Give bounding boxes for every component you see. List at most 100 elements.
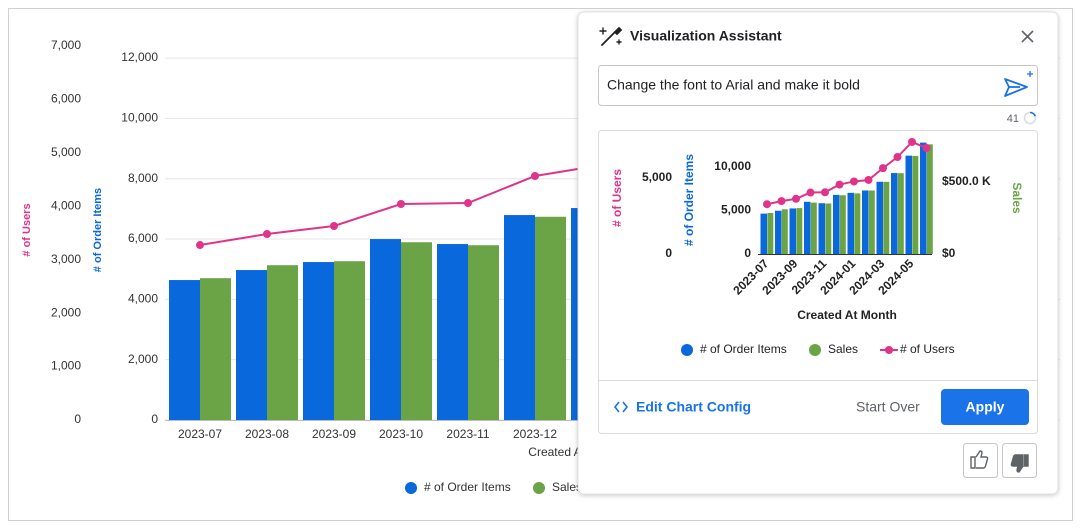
point [806,188,815,197]
point [821,188,829,197]
x-tick-label: 2023-09 [312,427,356,441]
bar [862,190,869,254]
thumbs-down-icon [1010,454,1029,473]
point [879,164,887,173]
point [908,137,916,146]
bar [839,195,846,254]
point [531,171,539,180]
point [922,144,931,153]
y2-tick-label: $0 [942,246,956,260]
legend-label: Sales [552,480,582,494]
point [835,180,844,189]
y-axis-title: # of Order Items [682,154,696,246]
send-button[interactable] [1004,71,1033,97]
y3-tick-label: 0 [665,246,672,260]
y3-axis-title: # of Users [21,203,33,256]
bar [833,194,840,254]
x-axis-title: Created At Month [797,308,897,322]
point [850,177,858,186]
point [864,175,873,184]
legend-swatch [533,482,545,494]
bar [535,216,566,420]
bar [303,262,334,420]
point [330,222,338,231]
start-over-button[interactable]: Start Over [856,399,920,415]
x-tick-label: 2023-12 [513,427,557,441]
bar [926,144,933,254]
apply-label: Apply [966,399,1005,415]
legend-swatch [681,344,693,356]
y3-tick-label: 2,000 [51,305,81,319]
y3-tick-label: 4,000 [51,198,81,212]
y3-tick-label: 5,000 [642,170,672,184]
y-tick-label: 4,000 [128,292,158,306]
bar [401,242,432,420]
y3-tick-label: 5,000 [51,145,81,159]
y-tick-label: 2,000 [128,352,158,366]
legend-label: # of Users [900,342,955,356]
bar [468,245,499,420]
apply-button[interactable] [941,389,1029,425]
point [464,199,472,208]
y-axis-title: # of Order Items [92,188,104,272]
y-tick-label: 12,000 [121,50,158,64]
bar [370,239,401,420]
bar [169,280,200,420]
bar [334,261,365,420]
bar [781,209,788,254]
bar [504,215,535,420]
x-tick-label: 2023-08 [245,427,289,441]
y-tick-label: 8,000 [128,171,158,185]
point [893,153,902,162]
y-tick-label: 0 [151,412,158,426]
bar [897,173,904,254]
bar [796,208,803,254]
bar [868,190,875,254]
code-icon [613,401,629,413]
point [263,230,271,239]
bar [905,155,912,254]
edit-config-button[interactable]: Edit Chart Config [636,399,751,415]
bar [810,202,817,254]
y-tick-label: 6,000 [128,231,158,245]
point [763,200,771,209]
y2-axis-title: Sales [1010,182,1024,214]
bar [200,278,231,420]
point [777,197,786,206]
y3-tick-label: 3,000 [51,252,81,266]
bar [854,193,861,254]
x-tick-label: 2023-10 [379,427,423,441]
panel-title: Visualization Assistant [630,28,782,44]
bar [437,244,468,420]
legend-swatch [809,344,821,356]
point [792,194,800,203]
y3-tick-label: 7,000 [51,38,81,52]
bar [236,270,267,420]
close-button[interactable] [1021,30,1034,43]
prompt-input[interactable] [598,65,1038,106]
y3-tick-label: 1,000 [51,359,81,373]
bar [847,192,854,254]
y-tick-label: 10,000 [714,159,751,173]
y2-tick-label: $500.0 K [942,174,991,188]
y-tick-label: 0 [744,246,751,260]
legend-swatch [405,482,417,494]
thumbs-up-button[interactable] [963,443,998,478]
bar [267,265,298,420]
bar [789,208,796,254]
y3-tick-label: 0 [74,412,81,426]
y-tick-label: 5,000 [721,203,751,217]
bar [804,201,811,254]
y-tick-label: 10,000 [121,111,158,125]
bar [775,210,782,254]
legend-label: # of Order Items [700,342,787,356]
y3-axis-title: # of Users [610,169,624,227]
bar [883,181,890,254]
char-count-progress [1029,111,1036,117]
legend-swatch [885,346,893,354]
char-count: 41 [1007,113,1019,125]
bar [818,203,825,254]
assistant-panel: Visualization Assistant Change the font … [577,11,1059,495]
